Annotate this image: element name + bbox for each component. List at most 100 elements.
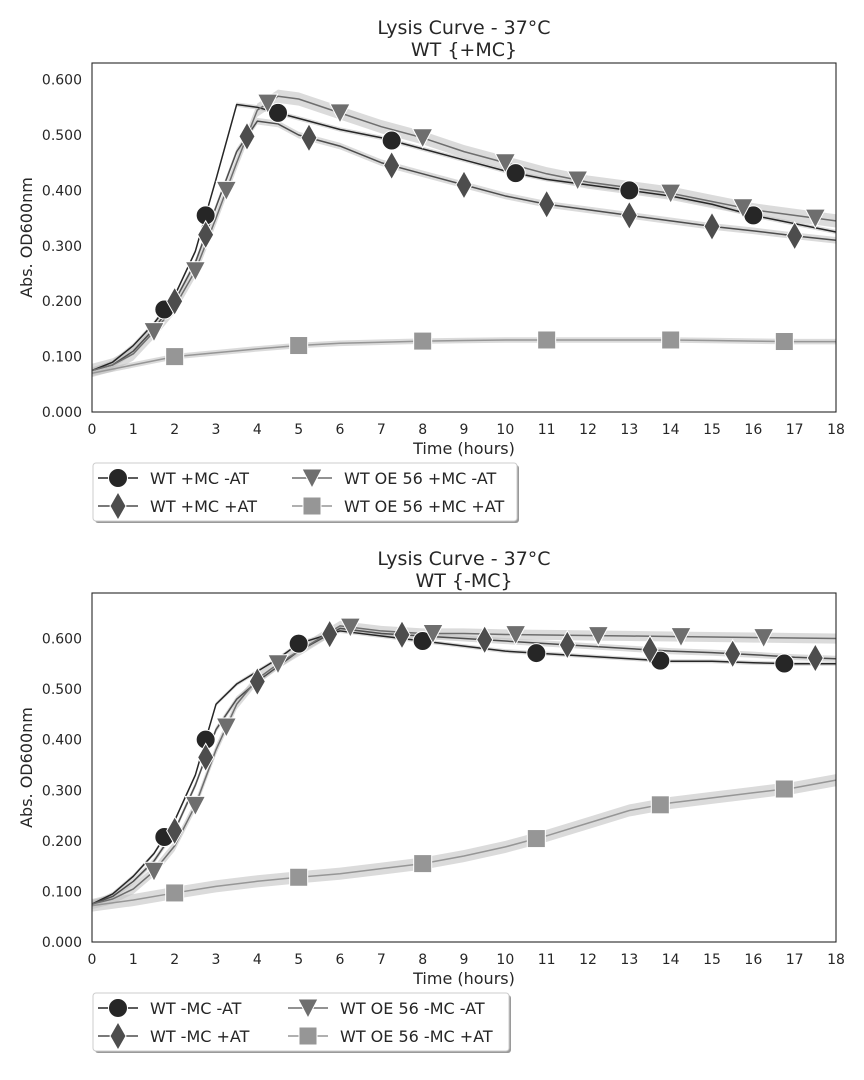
x-tick-label: 7 (377, 952, 386, 968)
series-band-4 (92, 774, 836, 912)
y-tick-label: 0.200 (42, 294, 82, 310)
x-tick-label: 7 (377, 422, 386, 438)
data-point (504, 625, 527, 646)
series-band-2 (92, 625, 836, 908)
data-point (774, 332, 794, 352)
data-point (184, 795, 207, 817)
data-point (165, 883, 185, 903)
legend-marker (297, 998, 319, 1020)
x-tick-label: 17 (786, 422, 804, 438)
data-point (267, 654, 289, 675)
data-point (268, 102, 288, 123)
data-point (703, 211, 721, 242)
legend-label: WT OE 56 -MC -AT (340, 999, 485, 1018)
y-tick-label: 0.100 (42, 350, 82, 366)
data-point (197, 742, 215, 773)
data-point (289, 867, 309, 887)
y-tick-label: 0.000 (42, 935, 82, 951)
data-point (732, 198, 754, 219)
series-band-4 (92, 337, 836, 376)
x-tick-label: 13 (620, 952, 638, 968)
y-tick-label: 0.000 (42, 405, 82, 421)
x-tick-label: 14 (662, 952, 680, 968)
y-tick-label: 0.600 (42, 632, 82, 648)
y-tick-label: 0.200 (42, 834, 82, 850)
y-tick-label: 0.600 (42, 73, 82, 89)
data-point (339, 617, 362, 639)
data-point (300, 122, 318, 153)
x-tick-label: 6 (336, 422, 345, 438)
data-point (413, 854, 433, 874)
legend-marker (108, 468, 128, 488)
legend-label: WT +MC -AT (150, 469, 249, 488)
data-point (288, 633, 309, 654)
legend-marker (301, 468, 323, 490)
data-point (256, 93, 279, 115)
x-tick-label: 16 (744, 422, 762, 438)
data-point (526, 829, 546, 849)
legend-marker (109, 1020, 127, 1052)
data-point (774, 653, 795, 674)
data-point (411, 128, 434, 149)
data-point (670, 627, 692, 648)
x-tick-label: 15 (703, 422, 721, 438)
x-tick-label: 9 (460, 422, 469, 438)
x-tick-label: 18 (827, 422, 845, 438)
legend-marker (108, 998, 128, 1018)
x-tick-label: 1 (129, 952, 138, 968)
data-point (165, 347, 185, 367)
x-tick-label: 10 (496, 952, 514, 968)
x-tick-label: 8 (418, 952, 427, 968)
data-point (752, 628, 775, 649)
data-point (587, 626, 610, 647)
data-point (774, 779, 794, 799)
x-tick-label: 6 (336, 952, 345, 968)
x-tick-label: 8 (418, 422, 427, 438)
legend-marker (298, 1026, 318, 1046)
y-tick-label: 0.300 (42, 783, 82, 799)
legend-marker (302, 496, 322, 516)
chart-title: Lysis Curve - 37°C (377, 17, 550, 39)
x-tick-label: 13 (620, 422, 638, 438)
data-point (289, 336, 309, 356)
data-point (650, 795, 670, 815)
x-tick-label: 16 (744, 952, 762, 968)
x-tick-label: 14 (662, 422, 680, 438)
data-point (566, 170, 589, 192)
legend-box (92, 992, 510, 1052)
legend-label: WT +MC +AT (150, 497, 257, 516)
y-tick-label: 0.400 (42, 733, 82, 749)
legend: WT +MC -AT WT OE 56 +MC -AT WT +MC +AT WT O… (92, 462, 519, 523)
data-point (724, 638, 742, 669)
x-tick-label: 2 (170, 422, 179, 438)
chart-1: Lysis Curve - 37°CWT {+MC}0 1 2 3 4 5 6 7 8 9 10 11… (17, 17, 845, 523)
x-tick-label: 11 (538, 422, 556, 438)
chart-subtitle: WT {+MC} (411, 39, 517, 61)
legend-box (92, 462, 518, 522)
legend: WT -MC -AT WT OE 56 -MC -AT WT -MC +AT WT O… (92, 992, 511, 1053)
x-tick-label: 12 (579, 952, 597, 968)
data-point (166, 815, 184, 846)
legend-label: WT OE 56 -MC +AT (340, 1027, 493, 1046)
data-point (197, 219, 215, 250)
legend-marker (109, 490, 127, 522)
data-point (166, 286, 184, 317)
chart-title: Lysis Curve - 37°C (377, 548, 550, 570)
data-point (143, 861, 165, 883)
data-point (505, 163, 526, 184)
data-point (806, 642, 824, 674)
data-point (538, 189, 556, 220)
y-tick-label: 0.400 (42, 183, 82, 199)
x-tick-label: 9 (460, 952, 469, 968)
y-tick-label: 0.300 (42, 239, 82, 255)
data-point (321, 619, 339, 650)
data-point (659, 183, 682, 205)
data-point (184, 261, 207, 282)
chart-subtitle: WT {-MC} (415, 570, 512, 592)
y-tick-label: 0.500 (42, 682, 82, 698)
x-tick-label: 11 (538, 952, 556, 968)
x-tick-label: 3 (212, 422, 221, 438)
y-axis-label: Abs. OD600nm (17, 707, 36, 828)
data-point (329, 103, 351, 124)
data-point (215, 180, 238, 202)
